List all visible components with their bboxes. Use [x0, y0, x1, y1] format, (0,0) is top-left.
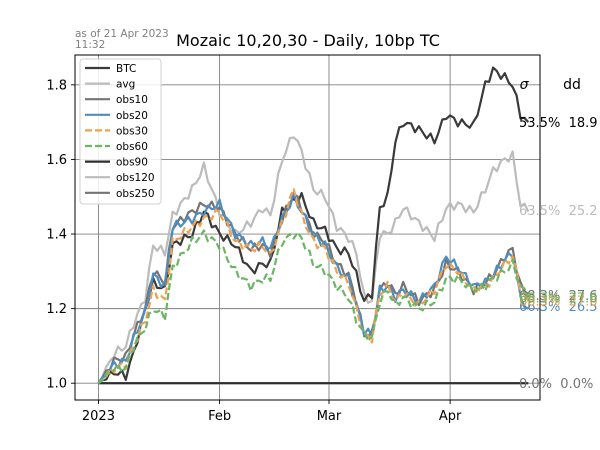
y-tick-label: 1.4: [46, 228, 67, 243]
legend-item-obs10: obs10: [85, 94, 148, 106]
series-end-label-obs20: 66.3% 26.5: [519, 300, 598, 315]
series-end-label-obs30: 68.3% 27.6: [519, 294, 598, 309]
y-tick-label: 1.8: [46, 78, 67, 93]
series-line-avg: [97, 136, 530, 384]
series-end-label-obs10: 68.3% 27.6: [519, 289, 598, 304]
series-end-labels: 53.5% 18.9 63.5% 25.2 68.3% 27.666.3% 26.5…: [519, 116, 598, 392]
y-tick-label: 1.2: [46, 302, 67, 317]
legend-label: obs60: [116, 141, 148, 153]
series-line-obs20: [97, 191, 529, 384]
legend-label: obs20: [116, 110, 148, 122]
series-line-obs30: [97, 188, 530, 385]
series-end-label-avg: 63.5% 25.2: [519, 204, 598, 219]
y-tick-label: 1.6: [46, 153, 67, 168]
chart-title: Mozaic 10,20,30 - Daily, 10bp TC: [176, 31, 440, 50]
legend: BTC avg obs10 obs20 obs30 obs60 obs90 obs120 obs…: [79, 58, 162, 205]
legend-item-obs20: obs20: [85, 110, 148, 122]
legend-item-obs30: obs30: [85, 125, 148, 137]
legend-label: avg: [116, 79, 135, 91]
plot-area: [97, 66, 530, 385]
timestamp-note: as of 21 Apr 2023 11:32: [75, 28, 169, 51]
y-tick-label: 1.0: [46, 377, 67, 392]
legend-item-BTC: BTC: [85, 63, 136, 75]
legend-item-obs250: obs250: [85, 188, 155, 200]
timestamp-line: as of 21 Apr 2023: [75, 28, 169, 40]
x-tick-label: Mar: [317, 409, 342, 424]
sigma-header: σ: [520, 77, 530, 93]
x-tick-label: Apr: [439, 409, 462, 424]
series-end-label-obs60: 68.3% 27.6: [519, 291, 598, 306]
legend-label: obs90: [116, 157, 148, 169]
legend-label: obs250: [116, 188, 155, 200]
legend-label: obs10: [116, 94, 148, 106]
drawdown-header: dd: [563, 77, 581, 93]
axes-frame: [74, 54, 541, 401]
legend-label: obs30: [116, 125, 148, 137]
series-end-label-BTC: 53.5% 18.9: [519, 116, 598, 131]
series-end-label-obs250: 0.0% 0.0%: [519, 377, 593, 392]
timestamp-line: 11:32: [75, 39, 105, 51]
stats-header: σ dd: [520, 77, 581, 93]
axis-ticks: 1.0 1.2 1.4 1.6 1.8 2023 Feb Mar Apr: [46, 78, 462, 424]
legend-label: BTC: [116, 63, 136, 75]
x-tick-label: Feb: [208, 409, 231, 424]
legend-item-avg: avg: [85, 79, 135, 91]
x-tick-label: 2023: [82, 409, 115, 424]
legend-item-obs120: obs120: [85, 172, 155, 184]
legend-item-obs60: obs60: [85, 141, 148, 153]
series-line-obs60: [97, 229, 530, 385]
legend-item-obs90: obs90: [85, 157, 148, 169]
legend-box: [79, 58, 162, 205]
legend-label: obs120: [116, 172, 155, 184]
